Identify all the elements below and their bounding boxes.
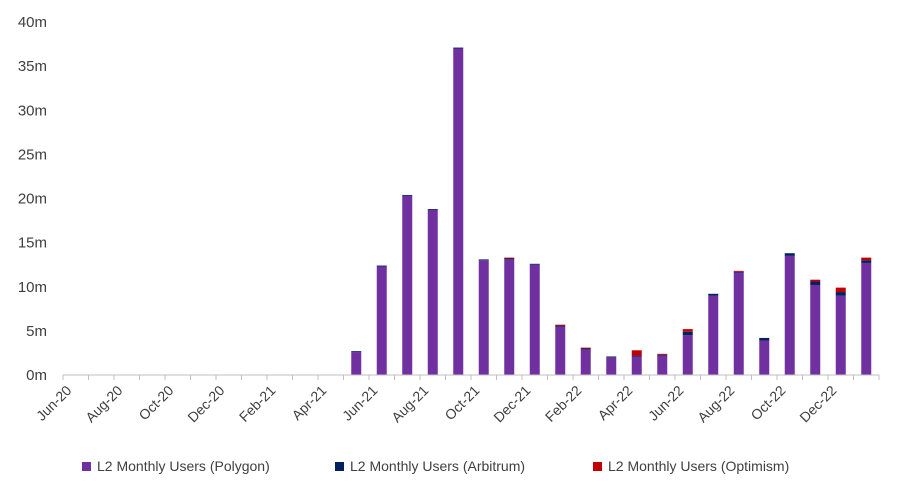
- bar-segment-l2-monthly-users-polygon-oct-22: [784, 255, 795, 375]
- x-tick-label: Feb-22: [542, 382, 585, 425]
- bar-segment-l2-monthly-users-arbitrum-oct-21: [478, 259, 489, 261]
- x-tick-label: Apr-22: [594, 382, 635, 423]
- bar-segment-l2-monthly-users-optimism-feb-22: [580, 347, 591, 349]
- y-tick-label: 5m: [26, 323, 47, 340]
- y-tick-label: 25m: [18, 146, 47, 163]
- y-tick-label: 0m: [26, 367, 47, 384]
- x-tick-label: Oct-22: [747, 382, 788, 423]
- bar-segment-l2-monthly-users-polygon-may-22: [657, 355, 668, 375]
- bar-segment-l2-monthly-users-polygon-jun-21: [376, 266, 387, 375]
- legend-swatch-arbitrum: [335, 461, 344, 471]
- bar-segment-l2-monthly-users-arbitrum-aug-21: [427, 209, 438, 210]
- x-tick-label: Jun-21: [339, 382, 381, 424]
- bar-segment-l2-monthly-users-arbitrum-aug-22: [733, 271, 744, 273]
- bar-segment-l2-monthly-users-optimism-apr-22: [631, 350, 642, 356]
- bar-segment-l2-monthly-users-polygon-apr-22: [631, 356, 642, 375]
- bar-segment-l2-monthly-users-arbitrum-apr-22: [631, 355, 642, 357]
- bar-segment-l2-monthly-users-arbitrum-jan-22: [555, 325, 566, 327]
- legend-item-polygon: L2 Monthly Users (Polygon): [82, 458, 270, 474]
- bar-segment-l2-monthly-users-optimism-jun-22: [682, 329, 693, 332]
- bar-segment-l2-monthly-users-arbitrum-may-21: [351, 351, 362, 353]
- bar-segment-l2-monthly-users-polygon-nov-21: [504, 259, 515, 375]
- bar-segment-l2-monthly-users-arbitrum-oct-22: [784, 253, 795, 256]
- bar-segment-l2-monthly-users-arbitrum-jun-21: [376, 265, 387, 267]
- bar-segment-l2-monthly-users-polygon-aug-21: [427, 209, 438, 375]
- bar-segment-l2-monthly-users-optimism-dec-22: [835, 287, 846, 293]
- bar-segment-l2-monthly-users-arbitrum-sep-21: [453, 47, 464, 49]
- legend-label-optimism: L2 Monthly Users (Optimism): [608, 458, 790, 474]
- bar-segment-l2-monthly-users-polygon-oct-21: [478, 260, 489, 375]
- bar-segment-l2-monthly-users-optimism-nov-21: [504, 257, 515, 259]
- bar-segment-l2-monthly-users-polygon-jan-23: [861, 262, 872, 375]
- bar-segment-l2-monthly-users-polygon-may-21: [351, 352, 362, 375]
- legend-item-optimism: L2 Monthly Users (Optimism): [593, 458, 789, 474]
- y-tick-label: 35m: [18, 58, 47, 75]
- bar-segment-l2-monthly-users-arbitrum-may-22: [657, 354, 668, 356]
- bar-segment-l2-monthly-users-polygon-jun-22: [682, 335, 693, 375]
- bar-segment-l2-monthly-users-optimism-jan-23: [861, 257, 872, 261]
- x-tick-label: Aug-21: [388, 382, 431, 425]
- x-tick-label: Jun-22: [645, 382, 687, 424]
- bar-segment-l2-monthly-users-polygon-sep-21: [453, 48, 464, 375]
- bar-segment-l2-monthly-users-arbitrum-feb-22: [580, 348, 591, 350]
- bar-segment-l2-monthly-users-polygon-dec-21: [529, 264, 540, 375]
- x-tick-label: Jun-20: [33, 382, 75, 424]
- bar-segment-l2-monthly-users-optimism-nov-22: [810, 279, 821, 282]
- x-tick-label: Dec-20: [184, 382, 227, 425]
- bar-segment-l2-monthly-users-polygon-jan-22: [555, 326, 566, 375]
- legend-swatch-polygon: [82, 461, 91, 471]
- x-tick-label: Dec-22: [796, 382, 839, 425]
- bar-segment-l2-monthly-users-arbitrum-sep-22: [759, 337, 770, 341]
- bar-segment-l2-monthly-users-arbitrum-nov-22: [810, 281, 821, 285]
- y-axis-tick-labels: 0m 5m 10m 15m 20m 25m 30m 35m 40m: [18, 14, 47, 384]
- bar-segment-l2-monthly-users-arbitrum-mar-22: [606, 356, 617, 358]
- bar-segment-l2-monthly-users-polygon-aug-22: [733, 272, 744, 375]
- bar-segment-l2-monthly-users-polygon-mar-22: [606, 357, 617, 375]
- y-tick-label: 10m: [18, 279, 47, 296]
- legend-swatch-optimism: [593, 461, 602, 471]
- bar-segment-l2-monthly-users-optimism-aug-22: [733, 270, 744, 272]
- y-tick-label: 20m: [18, 191, 47, 208]
- x-tick-label: Oct-21: [441, 382, 482, 423]
- legend-label-arbitrum: L2 Monthly Users (Arbitrum): [350, 458, 526, 474]
- bar-segment-l2-monthly-users-arbitrum-nov-21: [504, 258, 515, 260]
- x-tick-label: Dec-21: [490, 382, 533, 425]
- bar-segment-l2-monthly-users-polygon-feb-22: [580, 349, 591, 375]
- bar-segment-l2-monthly-users-polygon-jul-22: [708, 295, 719, 375]
- bar-segment-l2-monthly-users-polygon-jul-21: [402, 195, 413, 375]
- bar-segment-l2-monthly-users-polygon-dec-22: [835, 295, 846, 375]
- y-tick-label: 40m: [18, 14, 47, 31]
- bar-segment-l2-monthly-users-arbitrum-dec-21: [529, 263, 540, 265]
- bar-segment-l2-monthly-users-arbitrum-dec-22: [835, 292, 846, 296]
- bar-segment-l2-monthly-users-optimism-jan-22: [555, 324, 566, 326]
- x-tick-label: Oct-20: [135, 382, 176, 423]
- chart-legend: L2 Monthly Users (Polygon) L2 Monthly Us…: [0, 458, 904, 478]
- bar-segment-l2-monthly-users-optimism-may-22: [657, 353, 668, 355]
- bar-segment-l2-monthly-users-arbitrum-jan-23: [861, 260, 872, 263]
- x-axis-ticks: Jun-20 Aug-20 Oct-20 Dec-20 Feb-21 Apr-21 Jun-…: [33, 375, 880, 425]
- legend-item-arbitrum: L2 Monthly Users (Arbitrum): [335, 458, 525, 474]
- bar-segment-l2-monthly-users-arbitrum-jul-22: [708, 293, 719, 296]
- x-tick-label: Aug-20: [82, 382, 125, 425]
- bar-segment-l2-monthly-users-polygon-sep-22: [759, 340, 770, 375]
- bar-segment-l2-monthly-users-polygon-nov-22: [810, 284, 821, 375]
- legend-label-polygon: L2 Monthly Users (Polygon): [97, 458, 270, 474]
- y-tick-label: 30m: [18, 102, 47, 119]
- x-tick-label: Apr-21: [288, 382, 329, 423]
- y-tick-label: 15m: [18, 235, 47, 252]
- x-tick-label: Aug-22: [694, 382, 737, 425]
- bar-segment-l2-monthly-users-arbitrum-jul-21: [402, 194, 413, 196]
- bar-series: [351, 47, 872, 375]
- x-tick-label: Feb-21: [236, 382, 279, 425]
- bar-segment-l2-monthly-users-arbitrum-jun-22: [682, 331, 693, 336]
